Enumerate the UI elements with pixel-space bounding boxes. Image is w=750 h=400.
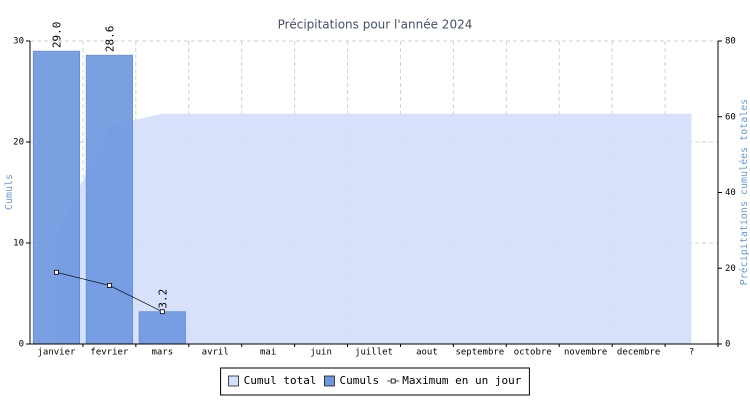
y-tick-label: 10 [13,239,24,249]
x-tick-label: ? [689,348,694,358]
y-axis-label: Cumuls [4,174,15,210]
value-label: 3.2 [156,289,169,309]
bar [85,54,133,345]
y-tick-label: 0 [19,340,24,350]
line-marker [106,283,112,288]
legend-swatch [228,375,239,387]
line-marker [54,269,59,275]
x-tick-label: juin [310,348,332,358]
y2-tick-label: 20 [725,264,736,274]
y2-tick-label: 80 [725,37,736,47]
legend-item: Cumuls [324,374,379,387]
legend-label: Maximum en un jour [402,374,522,387]
y2-tick-label: 0 [725,340,730,350]
legend-swatch [390,378,396,384]
value-label: 28.6 [103,26,116,53]
x-tick-label: juillet [355,348,393,358]
x-tick-label: decembre [617,348,660,358]
y2-tick-label: 60 [725,112,736,122]
value-label: 29.0 [50,22,63,49]
legend-item: Maximum en un jour [387,374,522,387]
x-tick-label: mars [151,348,173,358]
legend: Cumul total Cumuls Maximum en un jour [220,367,530,396]
legend-item: Cumul total [228,374,317,387]
legend-label: Cumul total [244,374,317,387]
line-marker [159,309,165,315]
x-tick-label: mai [260,348,276,358]
legend-swatch [324,375,335,387]
y-tick-label: 30 [13,37,24,47]
x-tick-label: octobre [514,348,552,358]
y2-tick-label: 40 [725,188,736,198]
y2-axis-label: Précipitations cumulées totales [738,99,750,286]
area [56,113,692,344]
chart-title: Précipitations pour l'année 2024 [278,18,473,32]
bar [32,50,81,345]
legend-box [220,367,530,396]
x-tick-label: avril [202,348,229,358]
x-tick-label: janvier [37,348,76,358]
bar [138,311,186,345]
legend-label: Cumuls [339,374,379,387]
x-tick-label: novembre [564,348,607,358]
x-tick-label: septembre [455,348,504,358]
x-tick-label: fevrier [90,348,129,358]
y-tick-label: 20 [13,138,24,148]
x-tick-label: aout [416,348,438,358]
